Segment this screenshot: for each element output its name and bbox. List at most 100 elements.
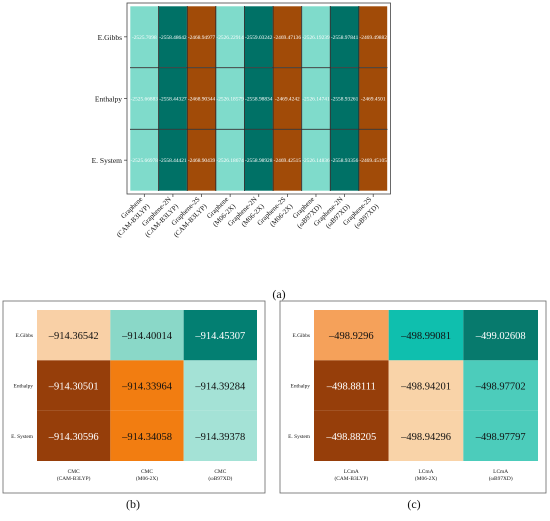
- panel-c-column-label: LCmA: [493, 469, 508, 475]
- panel-a-value-label: -2558.98928: [245, 158, 273, 164]
- panel-c-cell: [388, 360, 464, 411]
- panel-c-value-label: –498.88111: [326, 382, 376, 393]
- panel-a-value-label: -2526.14836: [302, 158, 330, 164]
- panel-c-cell: [463, 410, 538, 461]
- panel-b-cell: [183, 360, 257, 411]
- panel-b-value-label: –914.34058: [121, 432, 172, 443]
- panel-a-cell: [129, 5, 159, 68]
- panel-a-cell: [215, 129, 245, 192]
- panel-a-cell: [272, 129, 302, 192]
- panel-c-cell: [314, 410, 389, 461]
- panel-a-value-label: -2526.18674: [216, 158, 244, 164]
- panel-b-column-label: CMC: [214, 469, 226, 475]
- panel-c-value-label: –498.9296: [328, 331, 374, 342]
- panel-a-row-label: E.Gibbs: [98, 33, 122, 42]
- panel-b-value-label: –914.30501: [48, 382, 99, 393]
- panel-c-cell: [314, 360, 389, 411]
- panel-b-value-label: –914.39378: [194, 432, 245, 443]
- panel-a-value-label: -2526.14741: [302, 97, 330, 103]
- panel-c-value-label: –498.94296: [400, 432, 451, 443]
- panel-a-value-label: -2468.90439: [188, 158, 216, 164]
- panel-c-column-label: LCmA: [344, 469, 359, 475]
- panel-a-cell: [358, 129, 388, 192]
- panel-c-column-label: (M06-2X): [415, 475, 437, 482]
- panel-b-column-label: CMC: [68, 469, 80, 475]
- panel-b-column-label: CMC: [141, 469, 153, 475]
- panel-a-cell: [186, 5, 217, 68]
- panel-a-value-label: -2558.93261: [331, 97, 359, 103]
- panel-a-value-label: -2469.49882: [359, 35, 387, 41]
- panel-b-value-label: –914.39284: [194, 382, 246, 393]
- panel-c-cell: [388, 410, 464, 461]
- panel-a-value-label: -2469.4501: [361, 97, 386, 103]
- panel-c-value-label: –498.99081: [400, 331, 451, 342]
- panel-a-value-label: -2468.94977: [188, 35, 216, 41]
- panel-a-value-label: -2526.19239: [302, 35, 330, 41]
- panel-b-cell: [37, 360, 111, 411]
- panel-a-cell: [158, 67, 188, 130]
- panel-label-c: (c): [407, 497, 421, 511]
- panel-a-value-label: -2469.4242: [275, 97, 300, 103]
- panel-a-row-label: E. System: [92, 156, 123, 165]
- panel-a-value-label: -2469.45105: [359, 158, 387, 164]
- panel-label-b: (b): [126, 497, 140, 511]
- panel-c-cell: [314, 310, 389, 361]
- panel-b-column-label: (CAM-B3LYP): [57, 475, 91, 482]
- panel-a-value-label: -2469.47136: [274, 35, 302, 41]
- panel-c-column-label: (ωB97XD): [489, 475, 513, 482]
- panel-a-column-label: Graphene-2S(ωB97XD): [341, 195, 380, 230]
- panel-a-value-label: -2468.90344: [188, 97, 216, 103]
- panel-c-value-label: –498.94201: [400, 382, 451, 393]
- panel-a-value-label: -2558.97841: [331, 35, 359, 41]
- panel-a-cell: [358, 67, 388, 130]
- panel-b-value-label: –914.36542: [48, 331, 99, 342]
- panel-b-value-label: –914.30596: [48, 432, 99, 443]
- panel-a-cell: [158, 129, 188, 192]
- panel-b-cell: [110, 360, 184, 411]
- panel-b-cell: [183, 310, 257, 361]
- panel-b-cell: [110, 310, 184, 361]
- panel-b-cell: [110, 410, 184, 461]
- panel-a-cell: [129, 129, 159, 192]
- panel-a-value-label: -2558.98834: [245, 97, 273, 103]
- panel-b-value-label: –914.40014: [121, 331, 173, 342]
- panel-c-row-label: E. System: [288, 434, 311, 440]
- panel-c-column-label: LCmA: [419, 469, 434, 475]
- panel-a-value-label: -2525.7098: [132, 35, 157, 41]
- panel-c-row-label: E.Gibbs: [292, 333, 310, 339]
- panel-label-a: (a): [272, 287, 286, 301]
- panel-a-cell: [158, 5, 188, 68]
- panel-c-value-label: –498.97702: [475, 382, 526, 393]
- panel-a-value-label: -2526.22914: [216, 35, 244, 41]
- panel-b-value-label: –914.33964: [121, 382, 173, 393]
- panel-b-column-label: (ωB97XD): [208, 475, 232, 482]
- panel-c-value-label: –499.02608: [475, 331, 526, 342]
- panel-b-row-label: E.Gibbs: [15, 333, 33, 339]
- panel-a-column-label: Graphene-2N(M06-2X): [226, 195, 266, 228]
- panel-b-row-label: Enthalpy: [14, 384, 34, 390]
- panel-a-value-label: -2558.93356: [331, 158, 359, 164]
- panel-a-cell: [329, 129, 360, 192]
- panel-a-column-label: Graphene-2N(ωB97XD): [312, 195, 352, 230]
- panel-b-cell: [183, 410, 257, 461]
- panel-b-value-label: –914.45307: [194, 331, 245, 342]
- panel-a-value-label: -2558.48642: [159, 35, 187, 41]
- panel-c-row-label: Enthalpy: [291, 384, 311, 390]
- panel-b-row-label: E. System: [11, 434, 34, 440]
- panel-a-value-label: -2526.18579: [216, 97, 244, 103]
- panel-c-value-label: –498.88205: [325, 432, 376, 443]
- panel-c-cell: [463, 310, 538, 361]
- panel-a-row-label: Enthalpy: [95, 95, 122, 104]
- panel-a-value-label: -2558.44421: [159, 158, 187, 164]
- panel-b-cell: [37, 310, 111, 361]
- panel-a-value-label: -2525.66883: [131, 97, 159, 103]
- panel-a-value-label: -2559.03242: [245, 35, 273, 41]
- panel-c-value-label: –498.97797: [475, 432, 526, 443]
- panel-c-cell: [388, 310, 464, 361]
- panel-a-value-label: -2558.44327: [159, 97, 187, 103]
- panel-a-column-label: Graphene-2S(M06-2X): [256, 195, 295, 228]
- panel-c-column-label: (CAM-B3LYP): [335, 475, 369, 482]
- panel-a-cell: [358, 5, 388, 68]
